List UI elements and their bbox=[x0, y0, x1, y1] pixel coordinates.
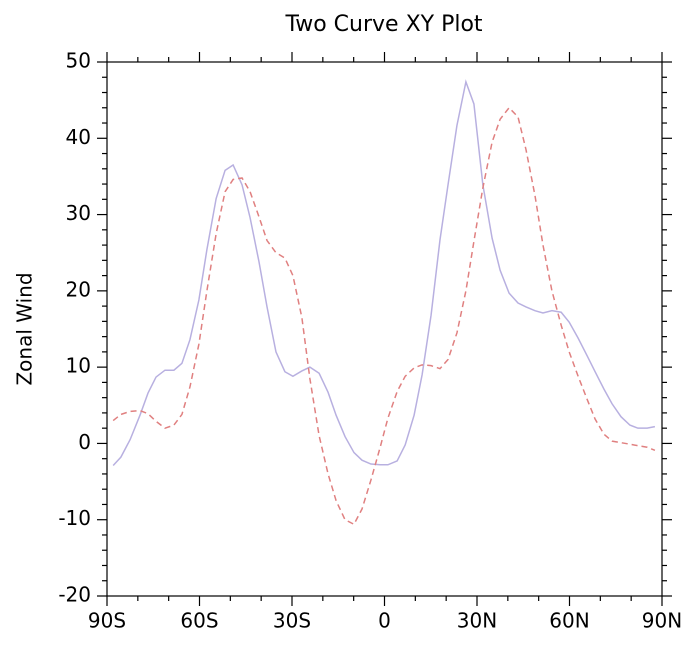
y-tick-label: -10 bbox=[58, 506, 91, 530]
x-tick-label: 30S bbox=[273, 609, 311, 633]
y-tick-label: 40 bbox=[66, 125, 91, 149]
chart-title: Two Curve XY Plot bbox=[284, 12, 482, 37]
x-tick-label: 60S bbox=[180, 609, 218, 633]
data-line bbox=[112, 106, 656, 526]
y-tick-label: 30 bbox=[66, 201, 91, 225]
x-tick-label: 30N bbox=[457, 609, 497, 633]
x-tick-label: 60N bbox=[549, 609, 589, 633]
y-tick-label: 0 bbox=[78, 430, 91, 454]
x-tick-label: 90N bbox=[642, 609, 682, 633]
y-tick-label: -20 bbox=[58, 583, 91, 607]
plot-frame bbox=[106, 61, 663, 597]
data-line bbox=[112, 79, 656, 467]
y-tick-label: 10 bbox=[66, 354, 91, 378]
x-tick-label: 90S bbox=[88, 609, 126, 633]
x-tick-label: 0 bbox=[378, 609, 391, 633]
y-tick-label: 20 bbox=[66, 277, 91, 301]
y-tick-label: 50 bbox=[66, 49, 91, 73]
y-axis-label: Zonal Wind bbox=[13, 272, 37, 385]
